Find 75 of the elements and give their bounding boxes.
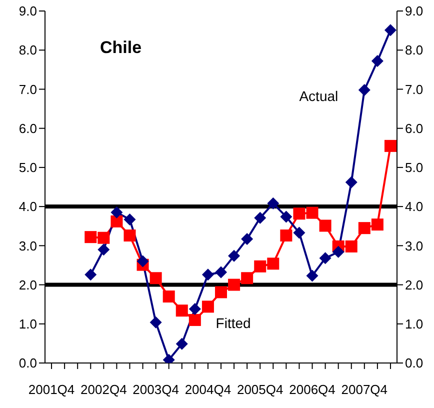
point xyxy=(110,206,123,218)
y2-tick-label: 0.0 xyxy=(405,356,424,371)
point xyxy=(371,55,384,68)
point xyxy=(319,252,332,264)
point xyxy=(84,231,97,244)
point xyxy=(241,233,254,246)
point xyxy=(162,290,175,303)
y-tick-label: 2.0 xyxy=(18,277,37,292)
x-tick-label: 2006Q4 xyxy=(289,382,336,398)
point xyxy=(254,212,266,224)
point xyxy=(124,230,136,242)
x-tick-label: 2005Q4 xyxy=(236,382,284,398)
y2-tick-label: 5.0 xyxy=(405,160,424,176)
point xyxy=(98,244,110,256)
point xyxy=(306,206,318,219)
point xyxy=(176,304,188,317)
point xyxy=(150,272,162,284)
y2-tick-label: 4.0 xyxy=(405,199,424,214)
x-tick-label: 2002Q4 xyxy=(80,382,127,398)
point xyxy=(319,220,332,232)
point xyxy=(124,213,136,226)
point xyxy=(306,270,318,282)
point xyxy=(345,240,358,252)
point xyxy=(358,84,370,96)
point xyxy=(254,260,266,272)
x-tick-label: 2003Q4 xyxy=(132,382,179,398)
point xyxy=(84,268,97,281)
point xyxy=(293,208,306,220)
point xyxy=(267,258,280,270)
y-tick-label: 7.0 xyxy=(18,82,37,97)
point xyxy=(384,24,396,36)
y-tick-label: 1.0 xyxy=(18,316,37,332)
y-tick-label: 6.0 xyxy=(18,120,37,136)
y2-tick-label: 6.0 xyxy=(405,120,424,136)
point xyxy=(293,226,306,239)
series-label: Actual xyxy=(299,88,338,104)
y-tick-label: 9.0 xyxy=(18,4,37,19)
x-tick-label: 2007Q4 xyxy=(341,382,388,398)
text: Chile xyxy=(100,38,142,58)
point xyxy=(188,314,201,326)
point xyxy=(176,338,188,350)
y-tick-label: 3.0 xyxy=(18,238,37,254)
point xyxy=(188,303,201,316)
point xyxy=(332,246,344,258)
y2-tick-label: 8.0 xyxy=(405,42,424,58)
y2-tick-label: 9.0 xyxy=(405,4,424,19)
y-tick-label: 4.0 xyxy=(18,199,37,214)
y-tick-label: 0.0 xyxy=(18,356,37,371)
y-tick-label: 8.0 xyxy=(18,42,37,58)
point xyxy=(215,266,227,278)
point xyxy=(202,268,214,281)
point xyxy=(267,197,280,210)
y2-tick-label: 3.0 xyxy=(405,238,424,254)
y-tick-label: 5.0 xyxy=(18,160,37,176)
point xyxy=(98,232,110,244)
point xyxy=(280,210,292,223)
point xyxy=(358,222,370,234)
x-tick-label: 2001Q4 xyxy=(28,382,75,398)
series-label: Fitted xyxy=(216,314,251,331)
y2-tick-label: 2.0 xyxy=(405,277,424,292)
y2-tick-label: 1.0 xyxy=(405,316,424,332)
point xyxy=(110,215,123,228)
point xyxy=(241,272,254,284)
point xyxy=(384,140,396,152)
point xyxy=(202,300,214,313)
x-tick-label: 2004Q4 xyxy=(184,382,232,398)
point xyxy=(280,230,292,242)
point xyxy=(371,218,384,231)
y2-tick-label: 7.0 xyxy=(405,82,424,97)
point xyxy=(228,250,240,262)
point xyxy=(228,278,240,291)
point xyxy=(345,176,358,188)
point xyxy=(215,286,227,298)
point xyxy=(136,255,149,268)
point xyxy=(150,316,162,328)
